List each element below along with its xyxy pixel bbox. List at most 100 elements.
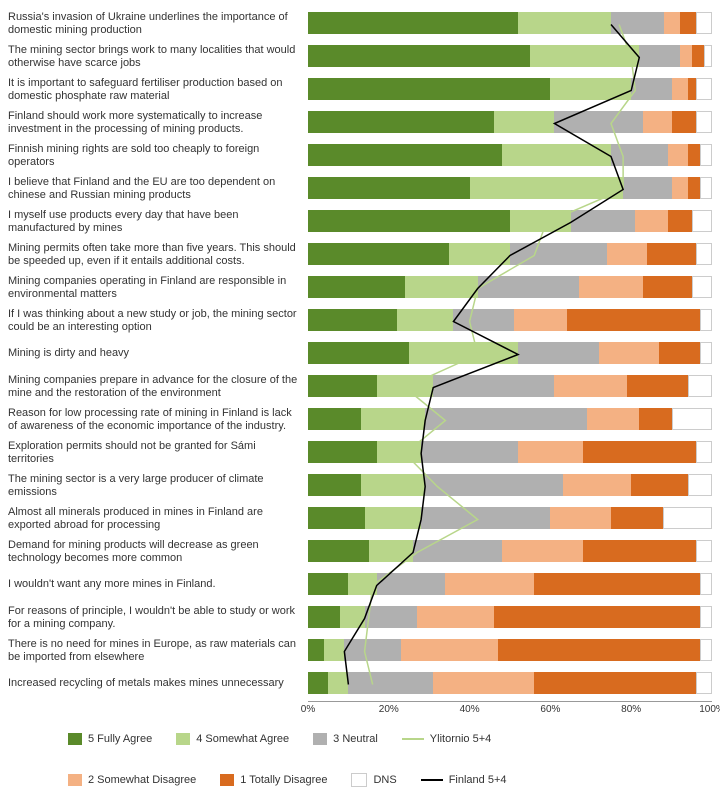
row-label: Reason for low processing rate of mining… [8,407,308,432]
bar-area [308,272,712,303]
chart-row: Reason for low processing rate of mining… [8,404,712,435]
chart-row: Increased recycling of metals makes mine… [8,668,712,699]
bar-segment [308,573,348,595]
bar-segment [421,441,518,463]
bar-segment [494,606,700,628]
bar-segment [692,210,712,232]
bar-segment [405,276,478,298]
x-axis: 0%20%40%60%80%100% [8,701,712,719]
bar-segment [696,111,712,133]
bar-segment [308,540,369,562]
bar-segment [688,78,696,100]
bar-segment [563,474,632,496]
stacked-bar [308,111,712,133]
bar-segment [308,45,530,67]
bar-segment [534,573,700,595]
bar-area [308,107,712,138]
bar-segment [324,639,344,661]
bar-segment [308,276,405,298]
x-tick: 100% [699,704,720,715]
bar-segment [631,474,688,496]
x-tick: 40% [460,704,480,715]
bar-segment [688,375,712,397]
bar-segment [680,12,696,34]
bar-segment [369,540,413,562]
stacked-bar [308,639,712,661]
legend-label: 5 Fully Agree [88,733,152,745]
bar-segment [567,309,700,331]
legend-item: 1 Totally Disagree [220,774,327,786]
bar-segment [639,45,679,67]
bar-segment [308,243,449,265]
bar-segment [308,474,361,496]
bar-segment [308,672,328,694]
bar-segment [631,78,671,100]
bar-segment [647,243,695,265]
legend-label: 2 Somewhat Disagree [88,774,196,786]
bar-segment [494,111,555,133]
bar-segment [688,177,700,199]
bar-segment [530,45,639,67]
bar-segment [583,441,696,463]
row-label: Finnish mining rights are sold too cheap… [8,143,308,168]
legend-swatch [313,733,327,745]
chart-row: Demand for mining products will decrease… [8,536,712,567]
bar-segment [401,639,498,661]
bar-area [308,41,712,72]
stacked-bar [308,606,712,628]
chart-row: For reasons of principle, I wouldn't be … [8,602,712,633]
row-label: I believe that Finland and the EU are to… [8,176,308,201]
chart-row: Almost all minerals produced in mines in… [8,503,712,534]
legend-item: Finland 5+4 [421,774,507,786]
legend-item: 5 Fully Agree [68,733,152,745]
bar-segment [470,177,624,199]
legend-item: 3 Neutral [313,733,378,745]
bar-segment [308,375,377,397]
bar-segment [340,606,364,628]
legend-item: 4 Somewhat Agree [176,733,289,745]
bar-segment [348,573,376,595]
row-label: Exploration permits should not be grante… [8,440,308,465]
bar-segment [659,342,699,364]
bar-area [308,668,712,699]
stacked-bar [308,210,712,232]
bar-segment [453,309,514,331]
row-label: There is no need for mines in Europe, as… [8,638,308,663]
stacked-bar [308,408,712,430]
legend-item: 2 Somewhat Disagree [68,774,196,786]
chart-row: I wouldn't want any more mines in Finlan… [8,569,712,600]
chart-row: Finnish mining rights are sold too cheap… [8,140,712,171]
bar-segment [635,210,667,232]
legend-line-swatch [421,779,443,781]
bar-segment [550,507,611,529]
bar-area [308,74,712,105]
chart-row: There is no need for mines in Europe, as… [8,635,712,666]
bar-segment [623,177,671,199]
row-label: The mining sector is a very large produc… [8,473,308,498]
stacked-bar [308,342,712,364]
bar-segment [704,45,712,67]
stacked-bar [308,78,712,100]
chart-row: The mining sector brings work to many lo… [8,41,712,72]
bar-segment [696,243,712,265]
x-tick: 80% [621,704,641,715]
bar-segment [433,375,554,397]
bar-segment [510,243,607,265]
bar-segment [510,210,571,232]
bar-area [308,635,712,666]
bar-segment [308,177,470,199]
bar-area [308,602,712,633]
x-tick: 20% [379,704,399,715]
legend-item: Ylitornio 5+4 [402,733,491,745]
legend-swatch [68,774,82,786]
row-label: I myself use products every day that hav… [8,209,308,234]
legend-label: 1 Totally Disagree [240,774,327,786]
bar-segment [308,144,502,166]
bar-segment [348,672,433,694]
row-label: It is important to safeguard fertiliser … [8,77,308,102]
survey-stacked-bar-chart: Russia's invasion of Ukraine underlines … [8,8,712,787]
chart-row: If I was thinking about a new study or j… [8,305,712,336]
bar-segment [514,309,567,331]
bar-segment [672,111,696,133]
legend-label: DNS [373,774,396,786]
